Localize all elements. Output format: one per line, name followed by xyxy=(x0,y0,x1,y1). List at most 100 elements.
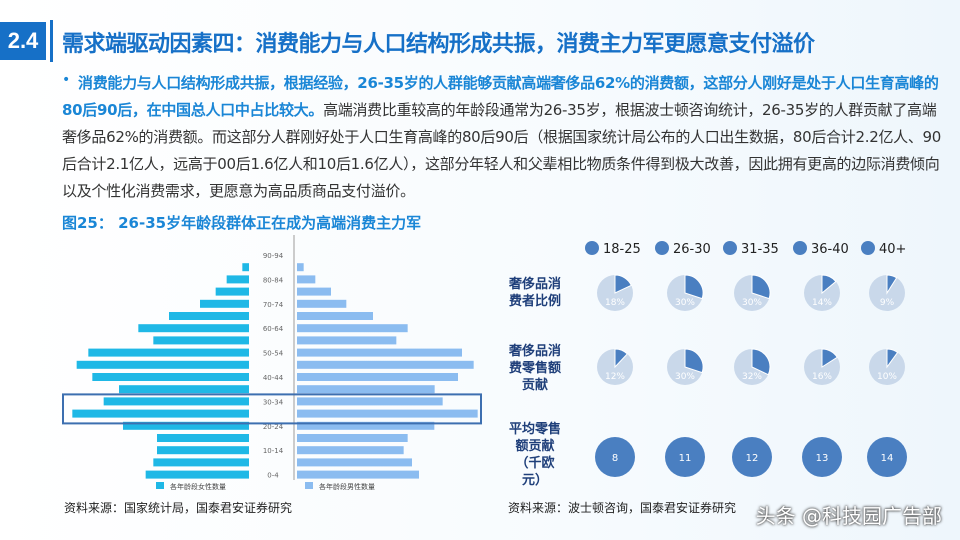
legend-label-18-25: 18-25 xyxy=(603,242,641,257)
source-right: 资料来源：波士顿咨询，国泰君安证券研究 xyxy=(508,501,737,515)
female-bar-70-74 xyxy=(200,299,249,308)
male-bar-85-89 xyxy=(297,263,304,272)
row-label: 元） xyxy=(522,472,548,488)
pie-label: 16% xyxy=(812,372,832,382)
pie-label: 10% xyxy=(877,372,897,382)
avg-value: 12 xyxy=(746,453,759,464)
body-text: 高端消费比重较高的年龄段通常为26-35岁，根据波士顿咨询统计，26-35岁的人… xyxy=(62,101,942,200)
female-bar-0-4 xyxy=(145,470,249,479)
legend-male-swatch xyxy=(305,482,313,489)
pie-label: 32% xyxy=(742,372,762,382)
highlight-box xyxy=(62,393,482,425)
female-bar-50-54 xyxy=(88,348,249,357)
pie-slice-26-30 xyxy=(684,274,704,300)
body-paragraph: 消费能力与人口结构形成共振，根据经验，26-35岁的人群能够贡献高端奢侈品62%… xyxy=(62,70,942,205)
male-bar-25-29 xyxy=(297,409,478,418)
female-bar-80-84 xyxy=(226,275,249,284)
male-bar-15-19 xyxy=(297,434,408,442)
age-tick-label: 60-64 xyxy=(263,325,284,333)
female-bar-75-79 xyxy=(215,287,249,296)
pie-slice-36-40 xyxy=(821,274,837,295)
avg-value: 8 xyxy=(612,453,618,464)
male-bar-65-69 xyxy=(297,312,373,320)
row-label: 平均零售 xyxy=(509,421,561,437)
avg-circle-26-30 xyxy=(665,437,705,477)
male-bar-75-79 xyxy=(297,287,331,296)
pie-slice-40+ xyxy=(886,348,899,369)
pie-slice-18-25 xyxy=(614,348,629,369)
pie-slice-31-35 xyxy=(751,348,771,376)
body-highlight: 消费能力与人口结构形成共振，根据经验，26-35岁的人群能够贡献高端奢侈品62%… xyxy=(62,74,939,119)
male-bar-60-64 xyxy=(297,324,408,333)
legend-dot-18-25 xyxy=(585,241,599,255)
watermark: 头条 @科技园广告部 xyxy=(755,504,942,528)
legend-label-26-30: 26-30 xyxy=(673,242,711,257)
axis-line xyxy=(293,235,295,480)
male-bar-70-74 xyxy=(297,299,347,308)
female-bar-5-9 xyxy=(153,458,249,467)
legend-dot-26-30 xyxy=(655,241,669,255)
pie-label: 9% xyxy=(880,298,895,308)
age-tick-label: 20-24 xyxy=(263,423,284,431)
avg-circle-36-40 xyxy=(802,437,842,477)
legend-label-40+: 40+ xyxy=(879,242,906,257)
pie-label: 30% xyxy=(675,372,695,382)
figure-caption: 图25： 26-35岁年龄段群体正在成为高端消费主力军 xyxy=(62,214,422,232)
male-bar-20-24 xyxy=(297,421,435,430)
row-label: 费零售额 xyxy=(509,360,561,376)
male-bar-35-39 xyxy=(297,385,435,394)
population-pyramid-chart: 90-94 80-84 70-74 60-64 50-54 40-44 30-34 20-24… xyxy=(62,235,482,491)
age-tick-label: 90-94 xyxy=(263,252,284,260)
female-bar-65-69 xyxy=(169,312,249,320)
male-bar-30-34 xyxy=(297,397,443,406)
luxury-pie-grid: 18-25 26-30 31-35 36-40 40+奢侈品消费者比例奢侈品消费零售额贡… xyxy=(508,241,907,488)
female-bar-85-89 xyxy=(242,263,249,272)
avg-circle-40+ xyxy=(867,437,907,477)
section-number: 2.4 xyxy=(0,22,46,60)
avg-circle-18-25 xyxy=(595,437,635,477)
female-bar-35-39 xyxy=(119,385,249,394)
female-bar-25-29 xyxy=(72,409,249,418)
avg-value: 13 xyxy=(816,453,829,464)
legend-male-label: 各年龄段男性数量 xyxy=(319,482,375,491)
female-bar-55-59 xyxy=(153,336,249,345)
pie-slice-31-35 xyxy=(751,274,771,300)
pie-label: 12% xyxy=(605,372,625,382)
male-bar-50-54 xyxy=(297,348,462,357)
pie-slice-40+ xyxy=(886,274,898,295)
source-left: 资料来源：国家统计局，国泰君安证券研究 xyxy=(64,501,293,515)
age-tick-label: 70-74 xyxy=(263,301,284,309)
male-bar-55-59 xyxy=(297,336,397,345)
legend-dot-40+ xyxy=(861,241,875,255)
male-bar-45-49 xyxy=(297,360,474,369)
male-bar-0-4 xyxy=(297,470,419,479)
age-tick-label: 50-54 xyxy=(263,350,284,358)
male-bar-80-84 xyxy=(297,275,316,284)
row-label: 奢侈品消 xyxy=(508,343,561,359)
male-bar-40-44 xyxy=(297,373,458,381)
avg-circle-31-35 xyxy=(732,437,772,477)
pie-slice-18-25 xyxy=(614,274,632,294)
legend-label-31-35: 31-35 xyxy=(741,242,779,257)
row-label: 费者比例 xyxy=(509,293,561,309)
legend-label-36-40: 36-40 xyxy=(811,242,849,257)
age-tick-label: 30-34 xyxy=(263,398,284,406)
female-bar-60-64 xyxy=(138,324,249,333)
age-tick-label: 80-84 xyxy=(263,276,284,284)
legend-female-label: 各年龄段女性数量 xyxy=(170,482,226,491)
page-title: 需求端驱动因素四：消费能力与人口结构形成共振，消费主力军更愿意支付溢价 xyxy=(62,32,815,57)
row-label: 奢侈品消 xyxy=(508,276,561,292)
age-tick-label: 40-44 xyxy=(263,374,284,382)
pie-label: 30% xyxy=(675,298,695,308)
legend-dot-31-35 xyxy=(723,241,737,255)
male-bar-5-9 xyxy=(297,458,412,467)
legend-dot-36-40 xyxy=(793,241,807,255)
female-bar-45-49 xyxy=(76,360,250,369)
pie-slice-36-40 xyxy=(821,348,838,368)
row-label: （千欧 xyxy=(515,455,554,471)
avg-value: 14 xyxy=(881,453,894,464)
female-bar-15-19 xyxy=(157,434,249,442)
pie-label: 30% xyxy=(742,298,762,308)
female-bar-30-34 xyxy=(103,397,249,406)
male-bar-10-14 xyxy=(297,446,404,455)
